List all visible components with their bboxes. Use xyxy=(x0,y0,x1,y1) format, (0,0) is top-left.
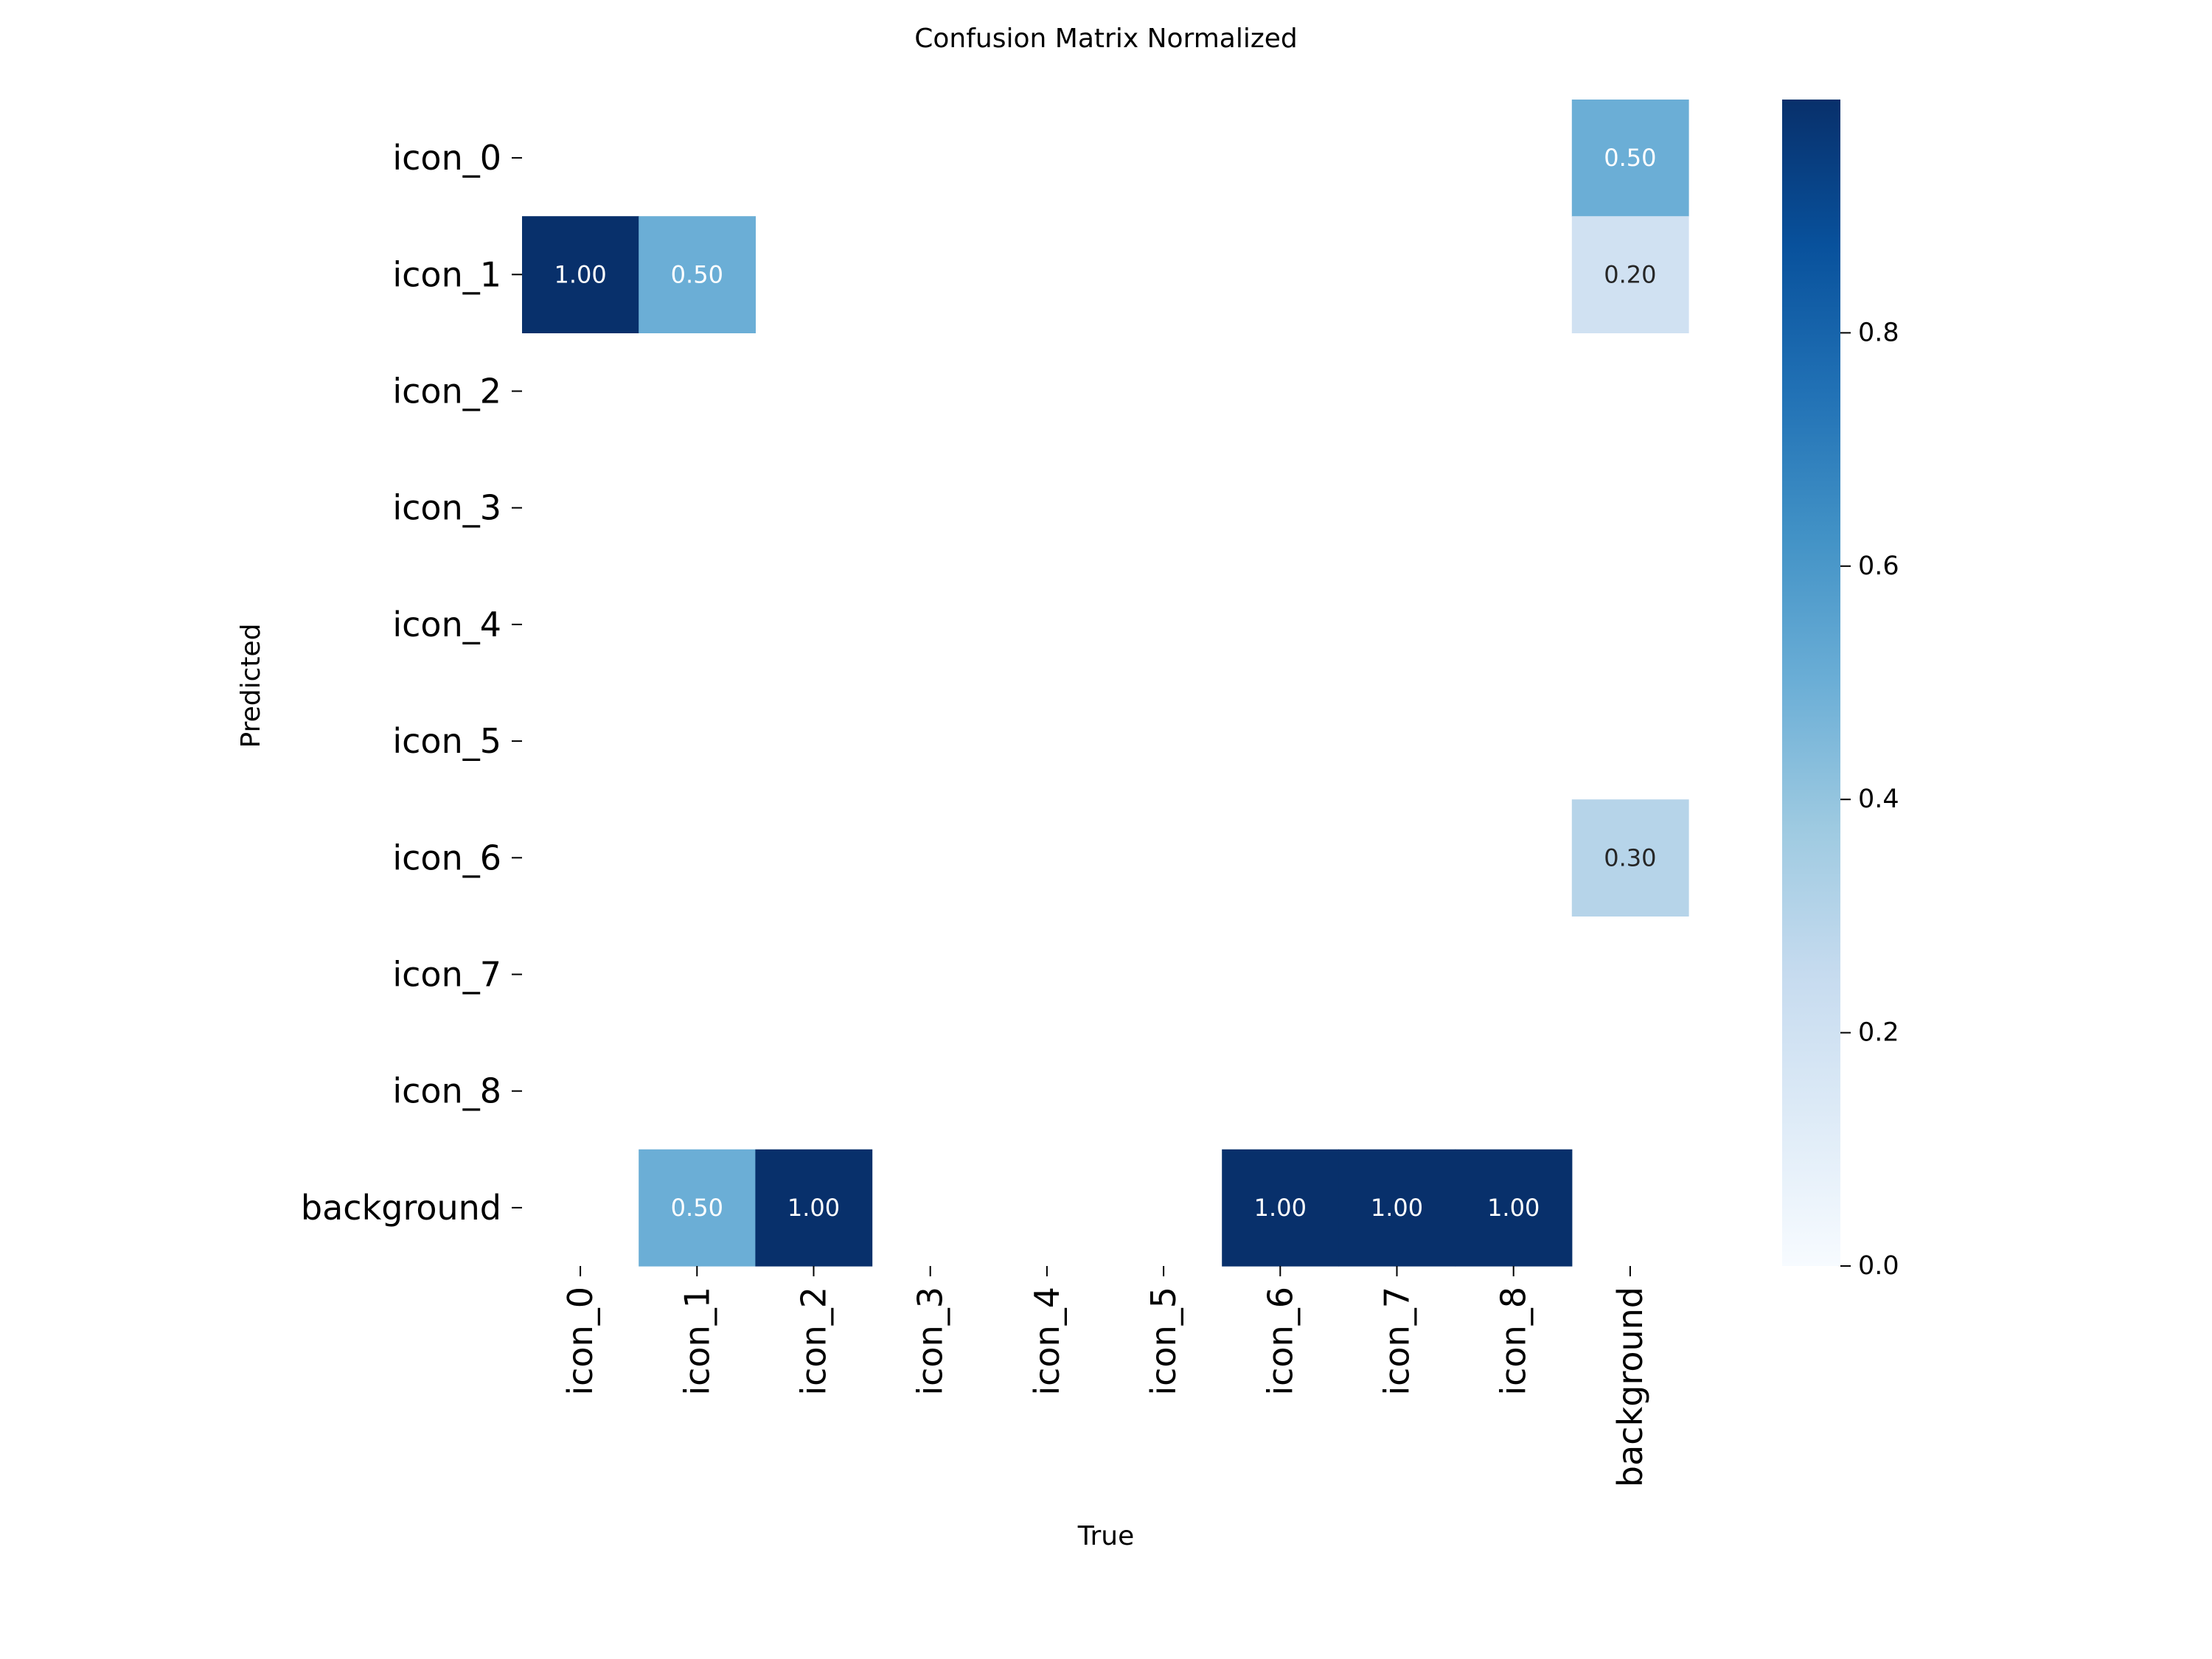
colorbar-tick-label: 0.4 xyxy=(1858,785,1899,814)
chart-title: Confusion Matrix Normalized xyxy=(914,24,1297,54)
heatmap-cell xyxy=(755,1149,873,1267)
heatmap-cell xyxy=(1455,1149,1573,1267)
y-tick-label: background xyxy=(301,1188,501,1228)
cell-value-labels: 0.50 1.00 0.50 0.20 0.30 0.50 1.00 1.00 1.00 1.00 xyxy=(554,144,1656,1222)
y-axis-label: Predicted xyxy=(236,624,266,748)
y-tick-label: icon_1 xyxy=(392,254,501,294)
y-axis-ticks: icon_0 icon_1 icon_2 icon_3 icon_4 icon_5icon… xyxy=(301,138,522,1228)
cell-value-label: 0.20 xyxy=(1604,260,1656,288)
y-tick-label: icon_2 xyxy=(392,372,501,411)
y-tick-label: icon_4 xyxy=(392,605,501,644)
cell-value-label: 0.50 xyxy=(671,1194,723,1222)
x-axis-label: True xyxy=(1077,1521,1134,1551)
colorbar xyxy=(1782,100,1840,1266)
cell-value-label: 0.50 xyxy=(1604,144,1656,172)
heatmap-cell xyxy=(1571,799,1689,917)
heatmap-cell xyxy=(639,216,756,333)
x-tick-label: icon_2 xyxy=(794,1287,834,1396)
colorbar-ticks: 0.0 0.2 0.4 0.6 0.8 xyxy=(1840,318,1899,1281)
x-tick-label: icon_5 xyxy=(1144,1287,1183,1396)
cell-value-label: 1.00 xyxy=(1371,1194,1423,1222)
y-tick-label: icon_5 xyxy=(392,721,501,761)
heatmap-cell xyxy=(1338,1149,1456,1267)
heatmap-cell xyxy=(1571,216,1689,333)
cell-value-label: 1.00 xyxy=(554,260,606,288)
colorbar-tick-label: 0.6 xyxy=(1858,552,1899,581)
y-tick-label: icon_3 xyxy=(392,488,501,528)
cell-value-label: 1.00 xyxy=(787,1194,840,1222)
cell-value-label: 0.30 xyxy=(1604,844,1656,872)
heatmap-cell xyxy=(522,216,639,333)
colorbar-tick-label: 0.0 xyxy=(1858,1251,1899,1281)
x-axis-ticks: icon_0 icon_1 icon_2 icon_3 icon_4 icon_5 icon… xyxy=(560,1266,1650,1487)
x-tick-label: icon_0 xyxy=(560,1287,600,1396)
x-tick-label: icon_4 xyxy=(1027,1287,1067,1396)
x-tick-label: icon_6 xyxy=(1260,1287,1300,1396)
cell-value-label: 1.00 xyxy=(1254,1194,1307,1222)
cell-value-label: 0.50 xyxy=(671,260,723,288)
colorbar-tick-label: 0.8 xyxy=(1858,318,1899,347)
y-tick-label: icon_7 xyxy=(392,955,501,995)
x-tick-label: icon_1 xyxy=(677,1287,717,1396)
x-tick-label: icon_8 xyxy=(1494,1287,1534,1396)
y-tick-label: icon_0 xyxy=(392,138,501,178)
cell-value-label: 1.00 xyxy=(1487,1194,1540,1222)
x-tick-label: icon_3 xyxy=(911,1287,950,1396)
heatmap-cells xyxy=(522,100,1689,1267)
colorbar-tick-label: 0.2 xyxy=(1858,1018,1899,1048)
x-tick-label: icon_7 xyxy=(1377,1287,1417,1396)
x-tick-label: background xyxy=(1610,1287,1650,1487)
heatmap-cell xyxy=(1222,1149,1339,1267)
heatmap-cell xyxy=(639,1149,756,1267)
y-tick-label: icon_8 xyxy=(392,1071,501,1111)
heatmap-cell xyxy=(1571,100,1689,217)
y-tick-label: icon_6 xyxy=(392,838,501,877)
